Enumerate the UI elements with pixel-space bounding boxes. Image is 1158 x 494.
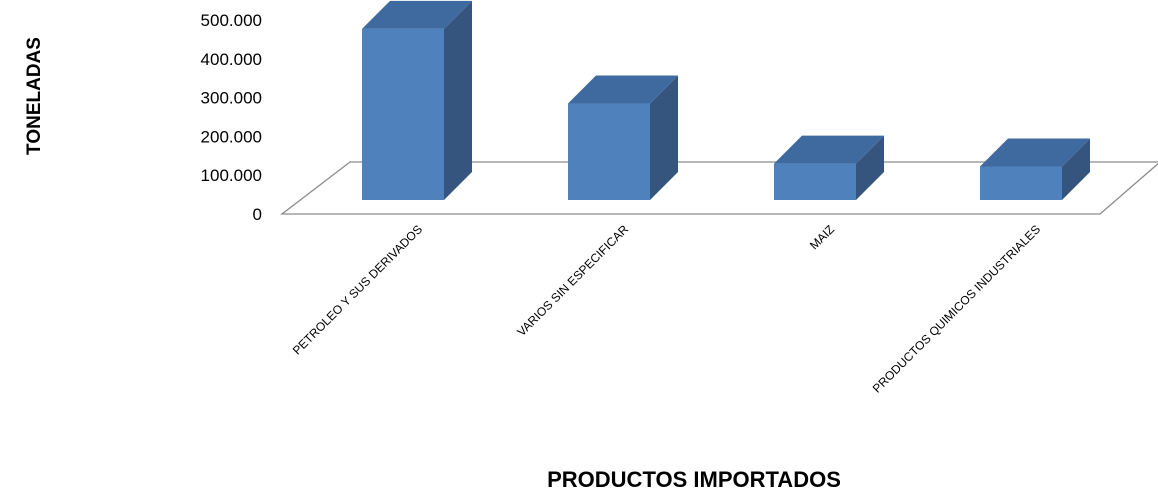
bar bbox=[362, 0, 472, 201]
x-tick-label: PETROLEO Y SUS DERIVADOS bbox=[290, 222, 425, 357]
y-tick-label: 300.000 bbox=[201, 89, 262, 108]
bar-front bbox=[568, 103, 650, 200]
bar-top bbox=[362, 0, 472, 29]
y-tick-label: 400.000 bbox=[201, 50, 262, 69]
x-tick-label: VARIOS SIN ESPECIFICAR bbox=[514, 222, 631, 339]
y-axis-title: TONELADAS bbox=[24, 37, 45, 155]
bar-top bbox=[774, 135, 884, 164]
y-tick-label: 500.000 bbox=[201, 11, 262, 30]
bar-top bbox=[980, 138, 1090, 167]
bar bbox=[774, 135, 884, 200]
bar-front bbox=[980, 166, 1062, 200]
floor bbox=[280, 161, 1158, 215]
bar-side bbox=[856, 135, 884, 200]
bar-side bbox=[444, 0, 472, 201]
chart-floor bbox=[280, 161, 1158, 215]
y-tick-label: 200.000 bbox=[201, 127, 262, 146]
bar bbox=[980, 138, 1090, 200]
bar-front bbox=[774, 163, 856, 200]
x-tick-label: MAIZ bbox=[807, 222, 837, 252]
bar-side bbox=[650, 75, 678, 200]
bar-side bbox=[1062, 138, 1090, 200]
y-tick-label: 100.000 bbox=[201, 166, 262, 185]
x-axis-title: PRODUCTOS IMPORTADOS bbox=[547, 467, 841, 492]
x-tick-label: PRODUCTOS QUIMICOS INDUSTRIALES bbox=[870, 222, 1043, 395]
bar bbox=[568, 75, 678, 200]
bars bbox=[362, 0, 1090, 201]
y-axis-ticks: 0 100.000 200.000 300.000 400.000 500.000 bbox=[201, 11, 262, 224]
bar-front bbox=[362, 28, 444, 201]
y-tick-label: 0 bbox=[253, 205, 262, 224]
bar-top bbox=[568, 75, 678, 104]
x-axis-labels: PETROLEO Y SUS DERIVADOS VARIOS SIN ESPEC… bbox=[290, 222, 1043, 396]
